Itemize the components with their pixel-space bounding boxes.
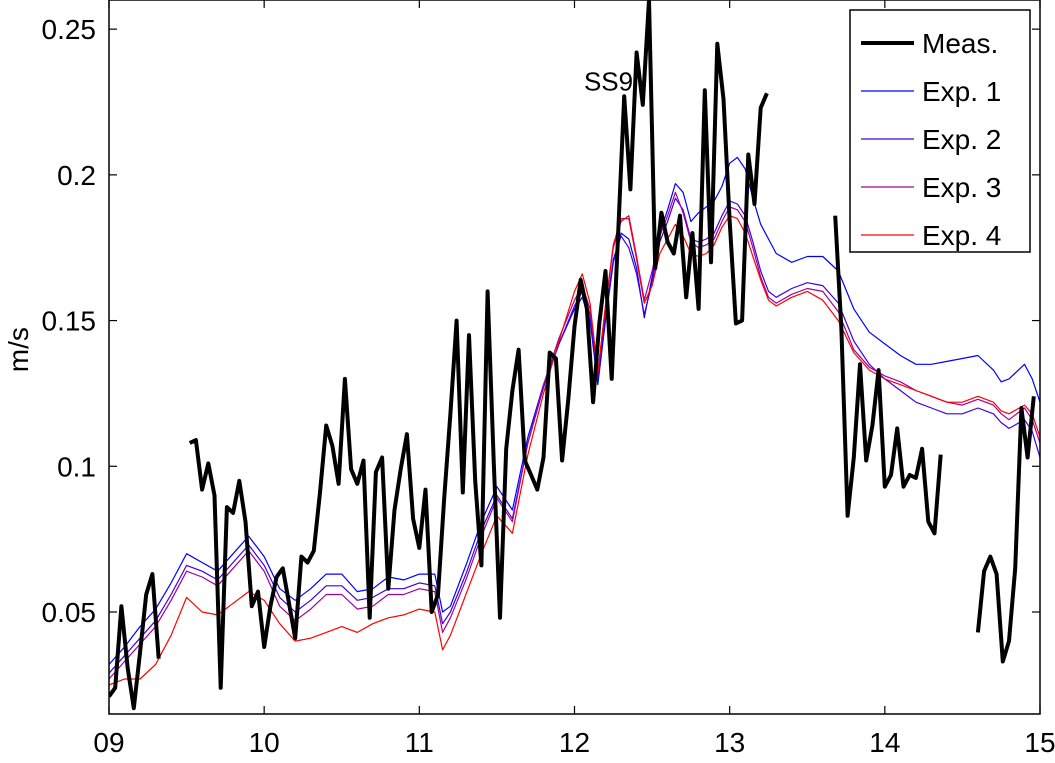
- x-tick-label: 12: [559, 727, 590, 758]
- x-tick-label: 14: [869, 727, 900, 758]
- legend-label: Exp. 3: [922, 172, 1001, 203]
- series-line-meas-3: [833, 215, 943, 536]
- series-layer: [109, 0, 1040, 711]
- series-line-exp-1: [109, 156, 1040, 665]
- series-line-exp-2: [109, 197, 1040, 674]
- x-tick-label: 11: [405, 727, 434, 758]
- series-line-exp-3: [109, 191, 1040, 680]
- x-tick-label: 15: [1024, 727, 1055, 758]
- y-tick-label: 0.15: [42, 306, 97, 337]
- y-axis: 0.05 0.1 0.15 0.2 0.25: [42, 14, 1040, 628]
- x-axis: 09 10 11 12 13 14 15: [93, 0, 1055, 758]
- series-line-meas-4: [975, 396, 1036, 664]
- legend: Meas. Exp. 1 Exp. 2 Exp. 3 Exp. 4: [849, 9, 1031, 253]
- legend-label: Exp. 4: [922, 220, 1001, 251]
- x-tick-label: 13: [714, 727, 745, 758]
- legend-label: Meas.: [922, 28, 998, 59]
- annotation-label: SS9: [584, 67, 633, 97]
- series-line-meas-2: [188, 0, 769, 690]
- y-tick-label: 0.2: [57, 160, 96, 191]
- x-tick-label: 10: [249, 727, 280, 758]
- legend-box: [849, 9, 1031, 253]
- y-tick-label: 0.25: [42, 14, 97, 45]
- series-line-meas-1: [109, 572, 161, 711]
- legend-label: Exp. 1: [922, 76, 1001, 107]
- series-line-exp-4: [109, 215, 1040, 686]
- y-tick-label: 0.1: [57, 451, 96, 482]
- y-tick-label: 0.05: [42, 597, 97, 628]
- x-tick-label: 09: [93, 727, 124, 758]
- legend-label: Exp. 2: [922, 124, 1001, 155]
- y-axis-label: m/s: [3, 327, 34, 372]
